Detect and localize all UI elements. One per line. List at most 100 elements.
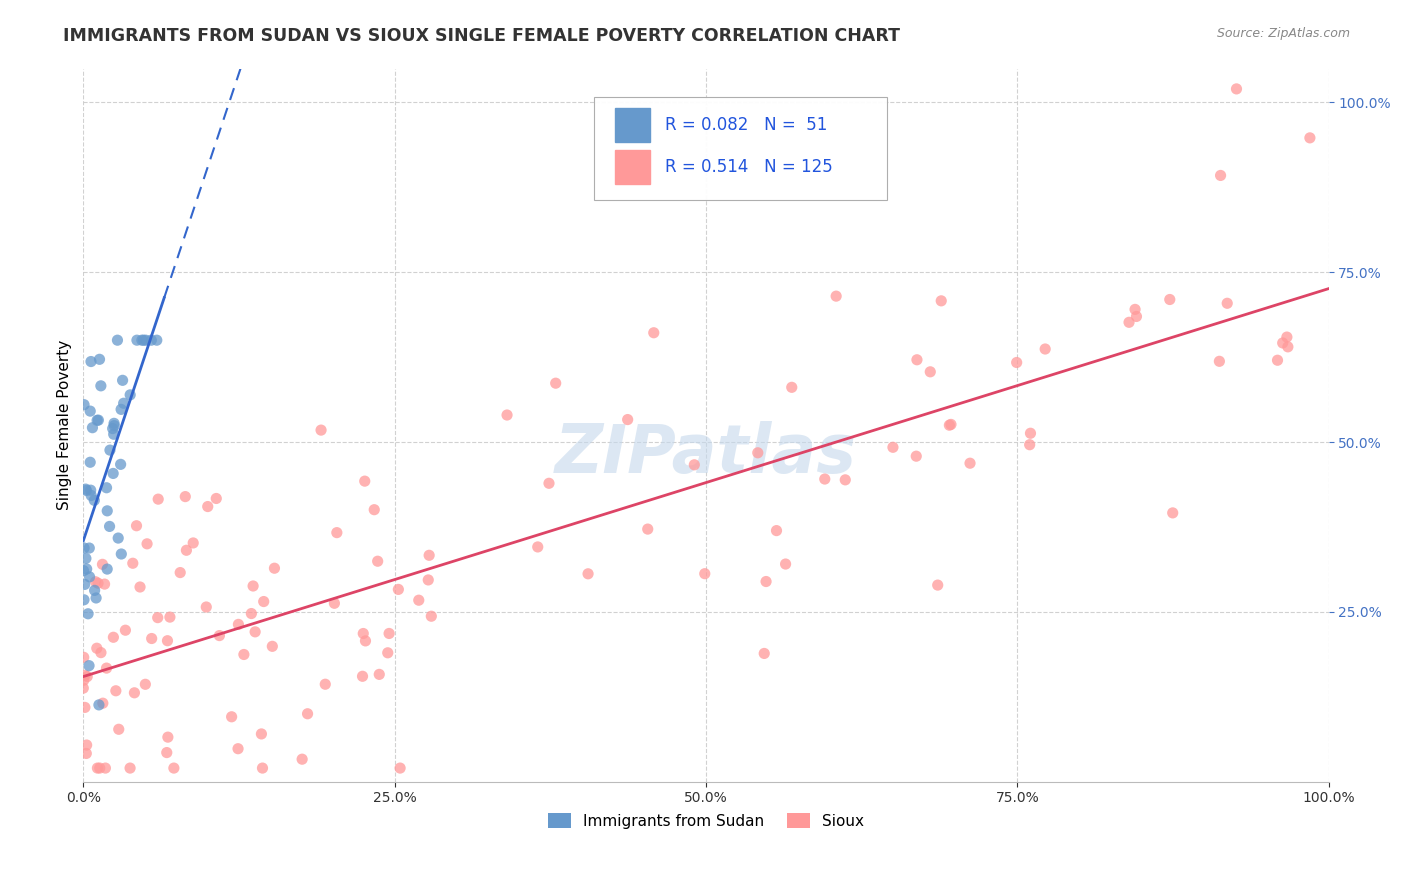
Point <box>959 456 981 470</box>
Point <box>107 333 129 347</box>
Point <box>73 541 96 555</box>
Point <box>93 577 115 591</box>
Point <box>87 576 110 591</box>
Point <box>89 761 111 775</box>
Point <box>75 482 97 496</box>
Point <box>363 502 385 516</box>
Text: R = 0.514   N = 125: R = 0.514 N = 125 <box>665 158 832 176</box>
Point <box>110 458 132 472</box>
Point <box>754 647 776 661</box>
Point <box>111 373 134 387</box>
Point <box>121 556 143 570</box>
Point <box>141 632 163 646</box>
Point <box>637 522 659 536</box>
Point <box>84 574 107 589</box>
Point <box>195 599 218 614</box>
Point <box>103 418 125 433</box>
Point <box>418 573 440 587</box>
Point <box>107 531 129 545</box>
Point <box>387 582 409 597</box>
Point <box>114 624 136 638</box>
Point <box>156 730 179 744</box>
Point <box>240 607 263 621</box>
Point <box>693 566 716 581</box>
Point <box>169 566 191 580</box>
Point <box>110 402 132 417</box>
Point <box>73 650 96 665</box>
Point <box>755 574 778 589</box>
Bar <box>614 108 650 142</box>
Point <box>94 761 117 775</box>
Point <box>125 518 148 533</box>
Point <box>136 537 159 551</box>
Point <box>73 700 96 714</box>
Point <box>775 557 797 571</box>
Point <box>73 673 96 688</box>
Point <box>91 558 114 572</box>
Point <box>1118 315 1140 329</box>
Point <box>77 658 100 673</box>
Point <box>1005 355 1028 369</box>
Point <box>228 617 250 632</box>
Text: ZIPatlas: ZIPatlas <box>555 421 858 487</box>
Text: IMMIGRANTS FROM SUDAN VS SIOUX SINGLE FEMALE POVERTY CORRELATION CHART: IMMIGRANTS FROM SUDAN VS SIOUX SINGLE FE… <box>63 27 900 45</box>
Point <box>1277 340 1299 354</box>
Point <box>297 706 319 721</box>
Point <box>352 669 374 683</box>
Point <box>929 293 952 308</box>
Point <box>939 417 962 432</box>
Point <box>1275 330 1298 344</box>
Point <box>75 551 97 566</box>
Point <box>96 481 118 495</box>
Point <box>83 493 105 508</box>
Point <box>98 443 121 458</box>
Point <box>354 633 377 648</box>
Point <box>141 333 163 347</box>
Point <box>242 579 264 593</box>
Point <box>79 570 101 584</box>
Point <box>205 491 228 506</box>
Point <box>76 669 98 683</box>
Point <box>814 472 837 486</box>
Point <box>101 421 124 435</box>
Point <box>90 379 112 393</box>
Point <box>91 696 114 710</box>
Point <box>77 607 100 621</box>
Point <box>80 354 103 368</box>
Point <box>120 761 142 775</box>
Point <box>309 423 332 437</box>
Y-axis label: Single Female Poverty: Single Female Poverty <box>58 340 72 510</box>
Point <box>181 536 204 550</box>
Point <box>389 761 412 775</box>
Point <box>112 396 135 410</box>
Point <box>135 333 157 347</box>
Point <box>159 610 181 624</box>
Point <box>747 446 769 460</box>
Point <box>131 333 153 347</box>
Point <box>1018 438 1040 452</box>
Point <box>90 646 112 660</box>
Point <box>1125 310 1147 324</box>
Point <box>96 661 118 675</box>
Point <box>353 474 375 488</box>
Point <box>262 640 284 654</box>
Point <box>576 566 599 581</box>
Point <box>156 746 179 760</box>
Point <box>129 580 152 594</box>
Point <box>420 609 443 624</box>
Point <box>73 577 96 591</box>
Point <box>352 626 374 640</box>
Point <box>927 578 949 592</box>
Point <box>905 352 928 367</box>
Point <box>263 561 285 575</box>
Point <box>101 467 124 481</box>
Point <box>80 488 103 502</box>
Point <box>82 420 104 434</box>
Point <box>882 440 904 454</box>
Point <box>104 683 127 698</box>
Point <box>96 562 118 576</box>
Legend: Immigrants from Sudan, Sioux: Immigrants from Sudan, Sioux <box>541 806 870 835</box>
Point <box>156 633 179 648</box>
Point <box>73 592 96 607</box>
Point <box>780 380 803 394</box>
